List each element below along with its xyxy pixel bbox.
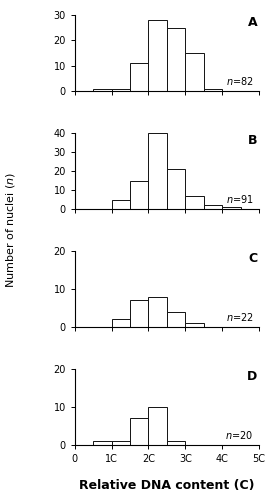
Bar <box>130 300 148 327</box>
Bar <box>93 441 112 445</box>
Bar <box>93 88 112 91</box>
Text: Relative DNA content (C): Relative DNA content (C) <box>79 480 255 492</box>
Text: $n$=22: $n$=22 <box>226 311 253 323</box>
Text: $n$=20: $n$=20 <box>225 429 253 441</box>
Text: D: D <box>247 370 257 382</box>
Bar <box>167 312 185 327</box>
Text: $n$=91: $n$=91 <box>226 194 253 205</box>
Bar <box>112 88 130 91</box>
Bar <box>112 320 130 327</box>
Text: B: B <box>248 134 257 146</box>
Bar <box>204 206 222 209</box>
Text: $n$=82: $n$=82 <box>226 76 253 88</box>
Bar <box>167 169 185 209</box>
Bar <box>130 63 148 91</box>
Text: A: A <box>248 16 257 29</box>
Bar <box>148 296 167 327</box>
Bar <box>112 441 130 445</box>
Bar <box>148 407 167 445</box>
Text: C: C <box>248 252 257 264</box>
Bar <box>167 441 185 445</box>
Bar <box>185 196 204 209</box>
Bar <box>222 207 241 209</box>
Text: Number of nuclei ($n$): Number of nuclei ($n$) <box>4 172 17 288</box>
Bar <box>148 133 167 209</box>
Bar <box>167 28 185 91</box>
Bar <box>130 418 148 445</box>
Bar <box>185 53 204 91</box>
Bar <box>185 323 204 327</box>
Bar <box>148 20 167 91</box>
Bar <box>130 180 148 209</box>
Bar <box>204 88 222 91</box>
Bar <box>112 200 130 209</box>
